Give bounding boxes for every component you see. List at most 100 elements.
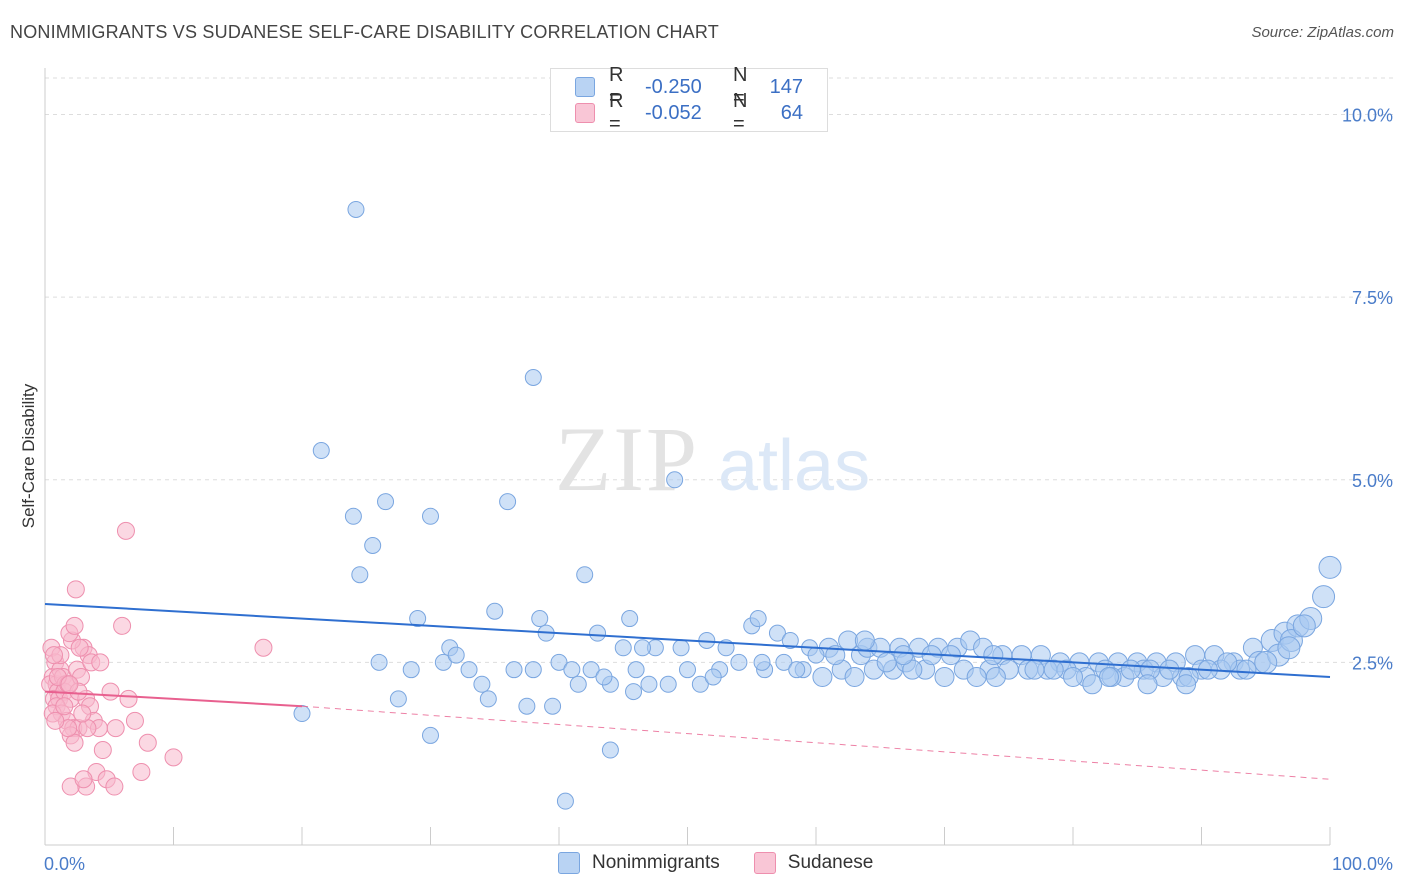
nonimmigrants-point bbox=[312, 442, 330, 460]
nonimmigrants-point bbox=[812, 666, 833, 687]
nonimmigrants-point bbox=[347, 200, 365, 218]
nonimmigrants-point bbox=[838, 630, 859, 651]
y-axis-label: Self-Care Disability bbox=[19, 383, 38, 528]
source-label: Source: ZipAtlas.com bbox=[1251, 24, 1394, 41]
chart-title: NONIMMIGRANTS VS SUDANESE SELF-CARE DISA… bbox=[10, 22, 719, 42]
nonimmigrants-point bbox=[460, 661, 478, 679]
nonimmigrants-point bbox=[569, 675, 587, 693]
nonimmigrants-point bbox=[505, 661, 523, 679]
legend-label: Sudanese bbox=[787, 852, 874, 873]
nonimmigrants-point bbox=[434, 653, 452, 671]
nonimmigrants-point bbox=[775, 653, 793, 671]
r-value: -0.052 bbox=[645, 101, 702, 124]
nonimmigrants-point bbox=[447, 646, 465, 664]
sudanese-swatch bbox=[575, 103, 595, 123]
nonimmigrants-point bbox=[788, 661, 806, 679]
nonimmigrants-point bbox=[634, 639, 652, 657]
sudanese-point bbox=[65, 616, 84, 635]
sudanese-point bbox=[116, 521, 135, 540]
sudanese-point bbox=[106, 719, 125, 738]
nonimmigrants-point bbox=[351, 566, 369, 584]
n-value: 147 bbox=[769, 75, 803, 98]
nonimmigrants-point bbox=[1292, 614, 1316, 638]
nonimmigrants-point bbox=[893, 645, 914, 666]
nonimmigrants-point bbox=[518, 697, 536, 715]
nonimmigrants-point bbox=[409, 610, 427, 628]
sudanese-point bbox=[70, 638, 89, 657]
sudanese-point bbox=[93, 741, 112, 760]
axes bbox=[44, 68, 1331, 846]
nonimmigrants-point bbox=[902, 659, 923, 680]
sudanese-point bbox=[105, 777, 124, 796]
n-value: 64 bbox=[780, 101, 803, 124]
legend-label: Nonimmigrants bbox=[592, 852, 720, 873]
y-tick-label: 2.5% bbox=[1352, 653, 1393, 673]
nonimmigrants-point bbox=[679, 661, 696, 679]
sudanese-point bbox=[138, 733, 157, 752]
sudanese-swatch bbox=[753, 852, 776, 874]
nonimmigrants-point bbox=[499, 493, 517, 511]
nonimmigrants-point bbox=[621, 610, 639, 628]
nonimmigrants-point bbox=[704, 668, 722, 686]
nonimmigrants-point bbox=[985, 666, 1006, 687]
grid-lines bbox=[45, 77, 1395, 663]
nonimmigrants-point bbox=[876, 652, 897, 673]
nonimmigrants-point bbox=[1236, 659, 1257, 680]
nonimmigrants-point bbox=[659, 675, 677, 693]
nonimmigrants-point bbox=[844, 666, 865, 687]
nonimmigrants-point bbox=[1043, 659, 1064, 680]
sudanese-point bbox=[55, 697, 74, 716]
nonimmigrants-point bbox=[389, 690, 407, 708]
watermark-atlas: atlas bbox=[718, 426, 870, 506]
sudanese-point bbox=[46, 711, 65, 730]
sudanese-point bbox=[66, 580, 85, 599]
nonimmigrants-point bbox=[531, 610, 549, 628]
nonimmigrants-point bbox=[625, 683, 643, 701]
nonimmigrants-point bbox=[825, 645, 846, 666]
y-tick-label: 5.0% bbox=[1352, 471, 1393, 491]
sudanese-point bbox=[73, 704, 92, 723]
legend-item-sudanese[interactable]: Sudanese bbox=[753, 852, 874, 874]
watermark: ZIP atlas bbox=[555, 408, 870, 510]
nonimmigrants-point bbox=[473, 675, 491, 693]
n-label: N = bbox=[733, 64, 748, 109]
nonimmigrants-point bbox=[582, 661, 600, 679]
nonimmigrants-point bbox=[666, 471, 684, 489]
nonimmigrants-point bbox=[854, 630, 875, 651]
nonimmigrants-point bbox=[1312, 585, 1336, 609]
nonimmigrants-point bbox=[377, 493, 395, 511]
nonimmigrants-point bbox=[550, 653, 568, 671]
nonimmigrants-point bbox=[1176, 674, 1197, 695]
sudanese-point bbox=[74, 770, 93, 789]
nonimmigrants-point bbox=[293, 705, 311, 723]
nonimmigrants-point bbox=[672, 639, 690, 657]
nonimmigrants-point bbox=[544, 697, 562, 715]
nonimmigrants-point bbox=[370, 653, 388, 671]
nonimmigrants-point bbox=[1217, 652, 1238, 673]
nonimmigrants-point bbox=[934, 666, 955, 687]
nonimmigrants-point bbox=[524, 368, 542, 386]
legend-item-nonimmigrants[interactable]: Nonimmigrants bbox=[558, 852, 720, 874]
nonimmigrants-point bbox=[749, 610, 767, 628]
sudanese-point bbox=[91, 653, 110, 672]
nonimmigrants-point bbox=[640, 675, 658, 693]
sudanese-point bbox=[254, 638, 273, 657]
sudanese-trend-line bbox=[44, 690, 303, 708]
n-label: N = bbox=[733, 90, 748, 135]
correlation-legend: R = -0.250 N = 147 R = -0.052 N = 64 bbox=[550, 64, 828, 135]
nonimmigrants-point bbox=[1137, 674, 1158, 695]
sudanese-point bbox=[132, 762, 151, 781]
r-value: -0.250 bbox=[645, 75, 702, 98]
nonimmigrants-trend-line bbox=[44, 602, 1331, 678]
sudanese-trend-extension bbox=[301, 705, 1331, 780]
nonimmigrants-point bbox=[1159, 659, 1180, 680]
nonimmigrants-point bbox=[1120, 659, 1141, 680]
y-tick-label: 10.0% bbox=[1342, 106, 1393, 126]
nonimmigrants-points bbox=[293, 200, 1342, 810]
nonimmigrants-point bbox=[1063, 666, 1083, 687]
nonimmigrants-point bbox=[589, 624, 607, 642]
nonimmigrants-point bbox=[627, 661, 645, 679]
nonimmigrants-point bbox=[601, 741, 619, 759]
nonimmigrants-point bbox=[768, 624, 786, 642]
sudanese-point bbox=[119, 689, 138, 708]
